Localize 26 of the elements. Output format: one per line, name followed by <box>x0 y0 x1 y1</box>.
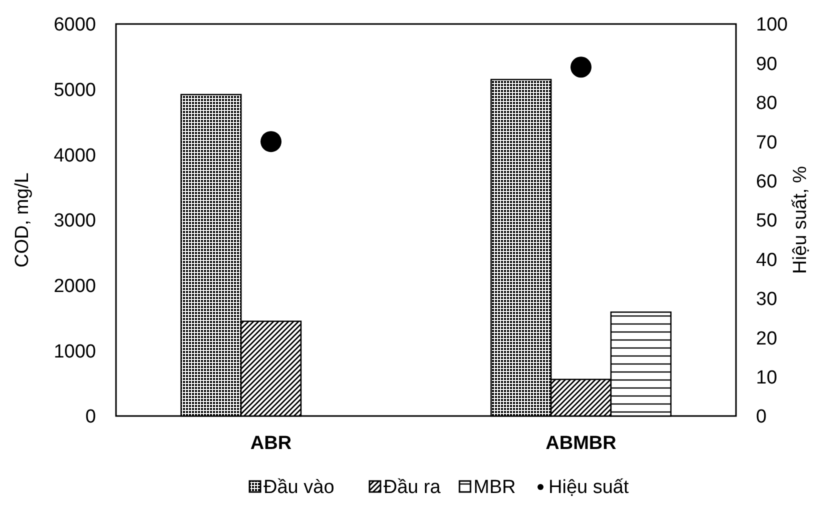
y2-axis-title: Hiệu suất, % <box>790 166 811 274</box>
x-tick-label: ABR <box>250 433 292 454</box>
y2-tick-label: 50 <box>756 210 778 232</box>
y-tick-label: 5000 <box>54 80 96 101</box>
y-tick-label: 0 <box>85 406 96 428</box>
y2-tick-label: 100 <box>756 14 788 36</box>
legend-label: Đầu vào <box>264 477 334 498</box>
y-tick-label: 6000 <box>54 14 96 36</box>
legend-label: Hiệu suất <box>548 477 630 498</box>
y-axis-title: COD, mg/L <box>12 172 33 268</box>
x-tick-label: ABMBR <box>546 433 617 454</box>
legend-label: MBR <box>474 477 516 498</box>
y2-tick-label: 0 <box>756 406 767 428</box>
y-tick-label: 4000 <box>54 145 96 166</box>
y2-tick-label: 10 <box>756 367 778 388</box>
legend-label: Đầu ra <box>384 477 441 498</box>
y-tick-label: 1000 <box>54 341 96 362</box>
y2-tick-label: 60 <box>756 171 778 192</box>
y-tick-label: 3000 <box>54 210 96 232</box>
y-tick-label: 2000 <box>54 276 96 297</box>
y2-tick-label: 70 <box>756 132 778 154</box>
y2-tick-label: 40 <box>756 250 778 271</box>
y2-tick-label: 80 <box>756 93 778 114</box>
y2-tick-label: 90 <box>756 54 778 75</box>
y2-tick-label: 30 <box>756 289 778 310</box>
y2-tick-label: 20 <box>756 328 778 350</box>
